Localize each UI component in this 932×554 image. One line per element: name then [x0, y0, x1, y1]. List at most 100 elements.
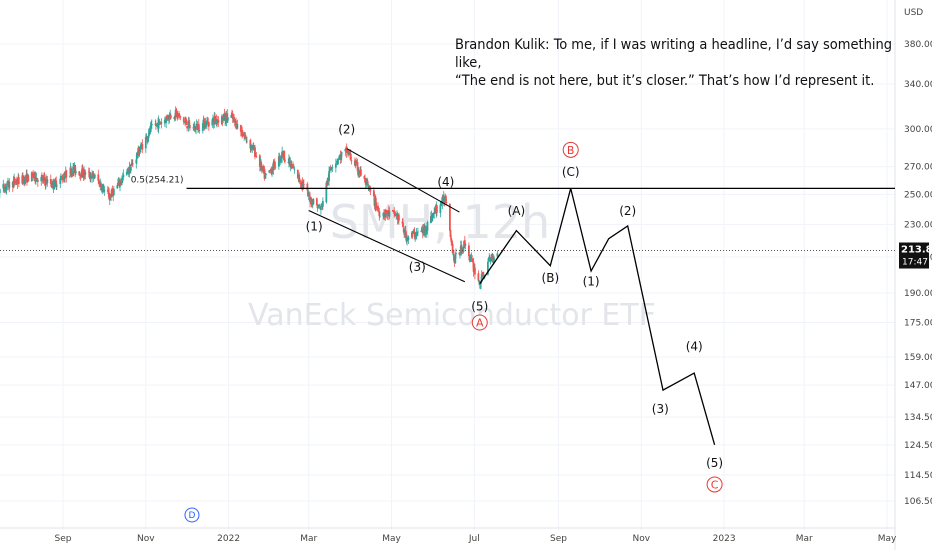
candle-body	[459, 255, 461, 256]
y-tick-label: 134.50	[904, 413, 932, 423]
y-tick-label: 230.00	[904, 220, 932, 230]
candle-body	[8, 182, 10, 189]
candle-body	[37, 180, 39, 182]
fib-level-label: 0.5(254.21)	[131, 175, 184, 185]
wave-label: (3)	[652, 402, 669, 416]
candle-body	[132, 164, 134, 165]
candle-body	[198, 130, 200, 131]
candle-body	[331, 167, 333, 168]
candle-body	[293, 169, 295, 170]
wave-label: (5)	[471, 299, 488, 313]
candle-body	[474, 268, 476, 275]
price-tag: 213.84 17:47	[899, 243, 932, 269]
event-marker[interactable]: D	[185, 508, 199, 522]
candle-body	[84, 172, 86, 174]
candle-body	[465, 244, 467, 245]
candle-body	[227, 117, 229, 120]
candle-body	[350, 160, 352, 161]
candle-body	[312, 199, 314, 204]
candle-body	[388, 211, 390, 217]
x-tick-label: May	[878, 534, 897, 544]
candle-body	[160, 122, 162, 124]
x-tick-label: Mar	[796, 534, 813, 544]
x-tick-label: Mar	[300, 534, 317, 544]
wave-label: (2)	[619, 204, 636, 218]
wave-label: (A)	[508, 204, 526, 218]
candle-body	[341, 153, 343, 154]
wave-label: (1)	[583, 274, 600, 288]
x-tick-label: Jul	[468, 534, 480, 544]
candle-body	[320, 207, 322, 210]
candle-body	[27, 175, 29, 181]
wave-label: (4)	[437, 175, 454, 189]
price-tag-value: 213.84	[901, 245, 932, 256]
x-tick-label: Sep	[550, 534, 567, 544]
candle-body	[360, 169, 362, 175]
candle-body	[56, 185, 58, 186]
y-tick-label: 114.50	[904, 471, 932, 481]
candle-body	[130, 167, 132, 171]
quote-line-1: Brandon Kulik: To me, if I was writing a…	[455, 36, 895, 72]
x-tick-label: Nov	[633, 534, 651, 544]
candle-body	[122, 174, 124, 177]
quote-annotation: Brandon Kulik: To me, if I was writing a…	[455, 36, 895, 90]
y-tick-label: 159.00	[904, 353, 932, 363]
candle-body	[408, 237, 410, 240]
y-tick-label: 250.00	[904, 190, 932, 200]
watermark-name: VanEck Semiconductor ETF	[248, 298, 656, 333]
candle-body	[94, 175, 96, 178]
candle-body	[255, 156, 257, 157]
wave-label: (2)	[338, 123, 355, 137]
candle-body	[236, 124, 238, 129]
candle-body	[446, 202, 448, 203]
dividend-event-letter: D	[188, 511, 195, 521]
wave-label: (5)	[706, 456, 723, 470]
candle-body	[59, 179, 61, 185]
candle-body	[274, 167, 276, 168]
candle-body	[65, 170, 67, 177]
candle-body	[284, 160, 286, 162]
x-tick-label: May	[382, 534, 401, 544]
candle-body	[246, 141, 248, 142]
candle-body	[179, 115, 181, 116]
wave-label: (4)	[686, 339, 703, 353]
candle-body	[189, 125, 191, 128]
candle-body	[179, 116, 181, 117]
currency-label: USD	[904, 8, 923, 18]
wave-label: (3)	[409, 260, 426, 274]
price-tag-countdown: 17:47	[902, 258, 928, 268]
candle-body	[186, 120, 188, 125]
candle-body	[329, 170, 331, 171]
candle-body	[141, 144, 143, 149]
candle-body	[303, 184, 305, 185]
candle-body	[151, 124, 153, 125]
candle-body	[306, 184, 308, 191]
candle-body	[493, 257, 495, 260]
y-tick-label: 106.50	[904, 497, 932, 507]
candle-body	[322, 201, 324, 207]
x-tick-label: Nov	[137, 534, 155, 544]
candle-body	[455, 253, 457, 254]
candle-body	[265, 174, 267, 176]
wave-circle-letter: B	[567, 144, 575, 157]
candle-body	[0, 189, 1, 193]
y-tick-label: 270.00	[904, 163, 932, 173]
candle-body	[46, 179, 48, 183]
wave-label: (B)	[542, 271, 560, 285]
candle-body	[217, 120, 219, 123]
candle-body	[208, 122, 210, 126]
candle-body	[417, 232, 419, 233]
y-tick-label: 124.50	[904, 441, 932, 451]
x-tick-label: 2022	[217, 534, 240, 544]
candle-body	[427, 222, 429, 231]
candle-body	[245, 135, 247, 136]
y-tick-label: 190.00	[904, 289, 932, 299]
candle-body	[436, 205, 438, 212]
wave-label: (1)	[306, 220, 323, 234]
candle-body	[113, 189, 115, 195]
y-tick-label: 340.00	[904, 80, 932, 90]
y-tick-label: 380.00	[904, 40, 932, 50]
candle-body	[402, 222, 404, 227]
